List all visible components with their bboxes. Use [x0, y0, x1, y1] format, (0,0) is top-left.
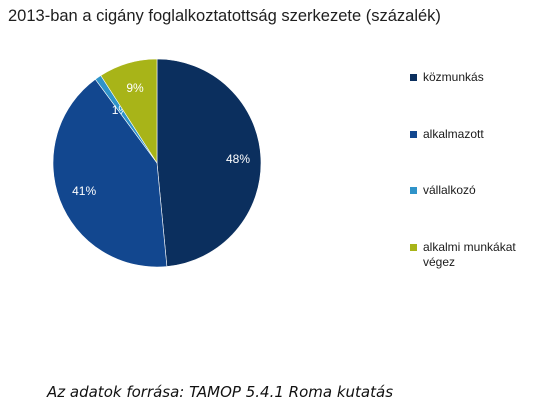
pie-slice-alkalmazott	[52, 78, 168, 268]
pie-slice-kozmunkas	[156, 58, 262, 267]
legend-swatch-kozmunkas	[410, 74, 417, 81]
legend-swatch-alkalmazott	[410, 131, 417, 138]
legend-swatch-vallalkozo	[410, 187, 417, 194]
legend-label-alkalmazott: alkalmazott	[423, 127, 484, 141]
legend-swatch-alkalmi	[410, 244, 417, 251]
legend-label-vallalkozo: vállalkozó	[423, 183, 476, 197]
legend-item-kozmunkas: közmunkás	[410, 70, 484, 85]
legend-item-alkalmazott: alkalmazott	[410, 127, 484, 142]
data-label-kozmunkas: 48%	[226, 152, 250, 166]
source-note: Az adatok forrása: TAMOP 5.4.1 Roma kuta…	[47, 383, 394, 401]
data-label-alkalmazott: 41%	[72, 184, 96, 198]
data-label-alkalmi: 9%	[126, 81, 144, 95]
legend-item-alkalmi: alkalmi munkákat végez	[410, 240, 535, 270]
legend-item-vallalkozo: vállalkozó	[410, 183, 476, 198]
pie-slice-alkalmi	[100, 58, 158, 165]
chart-title: 2013-ban a cigány foglalkoztatottság sze…	[8, 7, 441, 25]
legend-label-kozmunkas: közmunkás	[423, 70, 484, 84]
legend-label-alkalmi: alkalmi munkákat végez	[423, 240, 516, 269]
